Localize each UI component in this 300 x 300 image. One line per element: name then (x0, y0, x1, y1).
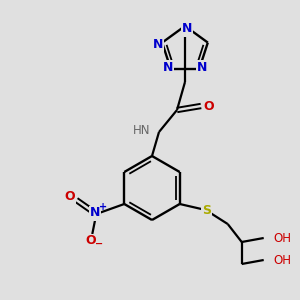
Text: HN: HN (133, 124, 150, 136)
Text: OH: OH (274, 232, 292, 244)
Text: N: N (197, 61, 207, 74)
Text: −: − (95, 239, 103, 249)
Text: S: S (202, 205, 211, 218)
Text: N: N (90, 206, 101, 220)
Text: +: + (99, 202, 107, 212)
Text: OH: OH (274, 254, 292, 266)
Text: N: N (153, 38, 164, 51)
Text: O: O (64, 190, 75, 203)
Text: N: N (182, 22, 192, 35)
Text: O: O (204, 100, 214, 112)
Text: O: O (85, 235, 96, 248)
Text: N: N (163, 61, 173, 74)
